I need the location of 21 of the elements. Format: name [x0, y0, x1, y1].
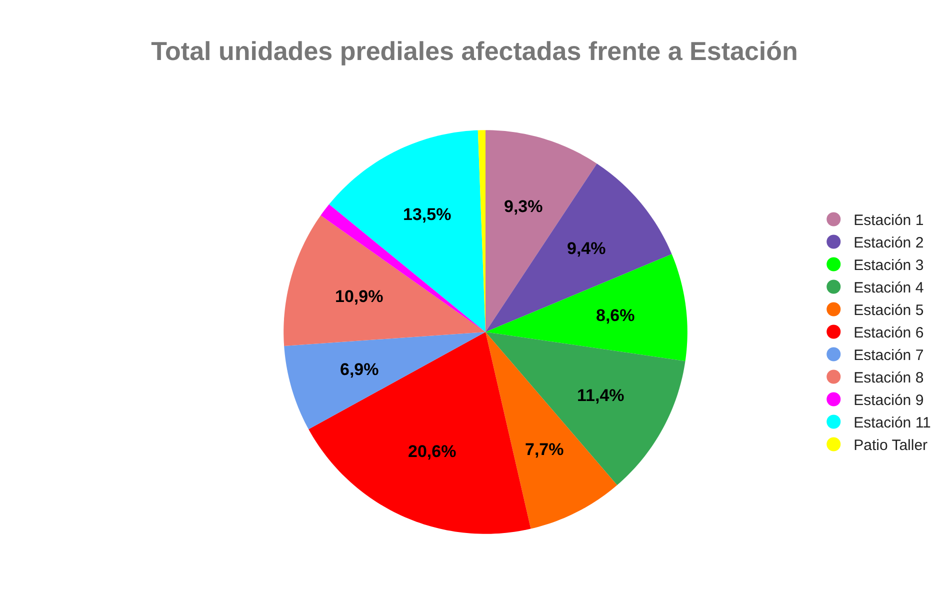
data-label: 8,6%	[596, 306, 635, 325]
data-label: 7,7%	[525, 440, 564, 459]
legend-label: Estación 7	[854, 347, 924, 364]
legend-label: Estación 11	[854, 414, 931, 432]
data-label: 11,4%	[577, 386, 624, 405]
legend-label: Estación 5	[854, 302, 924, 320]
data-label: 9,4%	[567, 239, 606, 258]
legend-label: Estación 9	[854, 392, 924, 410]
legend-label: Estación 1	[854, 212, 924, 230]
legend-label: Estación 3	[854, 257, 924, 274]
legend-label: Estación 6	[854, 324, 924, 342]
legend-label: Estación 2	[854, 234, 924, 252]
legend-label: Estación 4	[854, 280, 924, 297]
data-label: 6,9%	[340, 360, 379, 379]
data-label: 13,5%	[403, 205, 452, 224]
data-label: 9,3%	[504, 197, 543, 216]
legend-label: Patio Taller	[854, 437, 928, 454]
legend-label: Estación 8	[854, 370, 924, 387]
data-label: 10,9%	[335, 287, 384, 306]
chart-title: Total unidades prediales afectadas frente a Estación	[151, 36, 798, 66]
data-label: 20,6%	[408, 442, 456, 461]
